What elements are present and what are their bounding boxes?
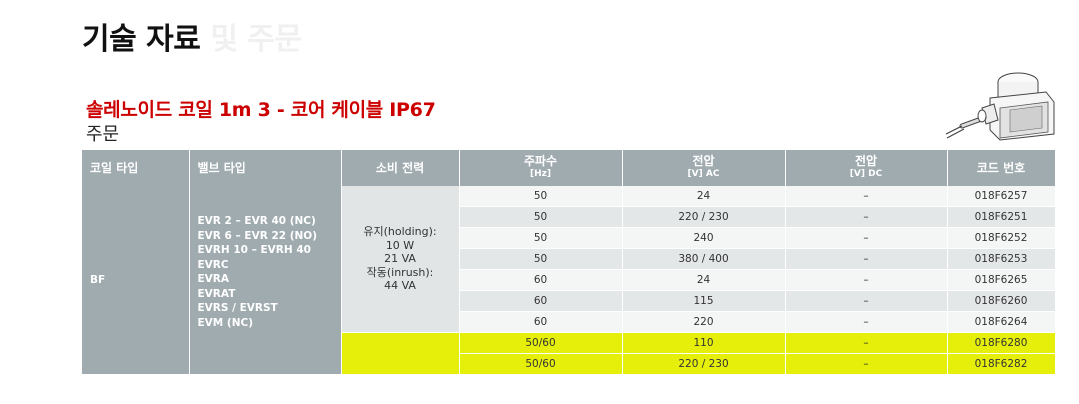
table-row: 60 24 – 018F6265 <box>82 269 1056 291</box>
coil-type-cell: BF <box>82 186 190 375</box>
power-line: 작동(inrush): <box>366 265 434 279</box>
voltage-dc-cell: – <box>785 311 948 333</box>
header-frequency: 주파수 [Hz] <box>459 150 623 186</box>
freq-cell: 60 <box>459 311 623 333</box>
section-subtitle: 주문 <box>86 124 120 145</box>
code-cell: 018F6253 <box>947 248 1056 270</box>
voltage-dc-cell: – <box>785 353 948 375</box>
table-row: 50 240 – 018F6252 <box>82 227 1056 249</box>
voltage-ac-cell: 380 / 400 <box>622 248 786 270</box>
voltage-ac-cell: 240 <box>622 227 786 249</box>
header-code: 코드 번호 <box>947 150 1056 186</box>
freq-cell: 60 <box>459 269 623 291</box>
code-cell: 018F6265 <box>947 269 1056 291</box>
power-line: 유지(holding): <box>363 225 437 239</box>
power-cell: 유지(holding): 10 W 21 VA 작동(inrush): 44 V… <box>341 186 460 333</box>
code-cell: 018F6280 <box>947 332 1056 354</box>
page-title-faded: 및 주문 <box>210 22 302 57</box>
power-cell-empty <box>341 332 460 375</box>
freq-cell: 50 <box>459 206 623 228</box>
freq-cell: 50 <box>459 248 623 270</box>
header-power: 소비 전력 <box>341 150 460 186</box>
header-voltage-ac: 전압 [V] AC <box>622 150 786 186</box>
header-voltage-ac-unit: [V] AC <box>687 169 720 179</box>
freq-cell: 50 <box>459 227 623 249</box>
voltage-ac-cell: 115 <box>622 290 786 312</box>
solenoid-coil-icon <box>945 72 1055 141</box>
voltage-dc-cell: – <box>785 269 948 291</box>
header-voltage-dc: 전압 [V] DC <box>785 150 948 186</box>
freq-cell: 50/60 <box>459 353 623 375</box>
code-cell: 018F6251 <box>947 206 1056 228</box>
table-row: 60 115 – 018F6260 <box>82 290 1056 312</box>
header-voltage-dc-unit: [V] DC <box>849 169 883 179</box>
table-row: 60 220 – 018F6264 <box>82 311 1056 333</box>
header-valve-type: 밸브 타입 <box>189 150 342 186</box>
voltage-ac-cell: 220 <box>622 311 786 333</box>
voltage-dc-cell: – <box>785 227 948 249</box>
valve-type-item: EVRH 10 – EVRH 40 <box>197 244 311 256</box>
table-row-highlighted: 50/60 220 / 230 – 018F6282 <box>82 353 1056 375</box>
code-cell: 018F6282 <box>947 353 1056 375</box>
valve-type-item: EVR 2 – EVR 40 (NC) <box>197 215 316 227</box>
code-cell: 018F6252 <box>947 227 1056 249</box>
voltage-dc-cell: – <box>785 248 948 270</box>
valve-type-item: EVR 6 – EVR 22 (NO) <box>197 229 318 242</box>
voltage-ac-cell: 110 <box>622 332 786 354</box>
voltage-ac-cell: 220 / 230 <box>622 206 786 228</box>
power-line: 10 W <box>385 238 415 252</box>
freq-cell: 50 <box>459 186 623 207</box>
voltage-ac-cell: 24 <box>622 269 786 291</box>
order-table: 코일 타입 밸브 타입 소비 전력 주파수 [Hz] 전압 [V] AC 전압 … <box>82 150 1056 375</box>
code-cell: 018F6257 <box>947 186 1056 207</box>
page-title: 기술 자료 및 주문 <box>82 14 302 58</box>
page-title-main: 기술 자료 <box>82 22 201 57</box>
header-coil-type: 코일 타입 <box>82 150 190 186</box>
power-line: 44 VA <box>384 279 416 293</box>
table-row: BF EVR 2 – EVR 40 (NC) EVR 6 – EVR 22 (N… <box>82 186 1056 375</box>
header-frequency-unit: [Hz] <box>530 169 551 179</box>
voltage-dc-cell: – <box>785 206 948 228</box>
valve-type-item: EVRC <box>197 258 229 271</box>
voltage-dc-cell: – <box>785 332 948 354</box>
freq-cell: 60 <box>459 290 623 312</box>
voltage-ac-cell: 220 / 230 <box>622 353 786 375</box>
section-title: 솔레노이드 코일 1m 3 - 코어 케이블 IP67 <box>86 99 436 121</box>
valve-type-item: EVM (NC) <box>197 316 254 329</box>
table-row-highlighted: 50/60 110 – 018F6280 <box>82 332 1056 375</box>
code-cell: 018F6260 <box>947 290 1056 312</box>
valve-type-item: EVRA <box>197 273 230 285</box>
code-cell: 018F6264 <box>947 311 1056 333</box>
valve-type-item: EVRS / EVRST <box>197 302 278 314</box>
freq-cell: 50/60 <box>459 332 623 354</box>
voltage-dc-cell: – <box>785 290 948 312</box>
header-frequency-label: 주파수 <box>523 154 558 168</box>
voltage-ac-cell: 24 <box>622 186 786 207</box>
header-voltage-ac-label: 전압 <box>692 154 715 168</box>
table-row: 50 380 / 400 – 018F6253 <box>82 248 1056 270</box>
voltage-dc-cell: – <box>785 186 948 207</box>
valve-type-item: EVRAT <box>197 287 236 300</box>
table-header-row: 코일 타입 밸브 타입 소비 전력 주파수 [Hz] 전압 [V] AC 전압 … <box>82 150 1056 186</box>
table-row: 50 220 / 230 – 018F6251 <box>82 206 1056 228</box>
valve-type-cell: EVR 2 – EVR 40 (NC) EVR 6 – EVR 22 (NO) … <box>189 186 342 375</box>
header-voltage-dc-label: 전압 <box>854 154 878 168</box>
power-line: 21 VA <box>384 252 416 266</box>
